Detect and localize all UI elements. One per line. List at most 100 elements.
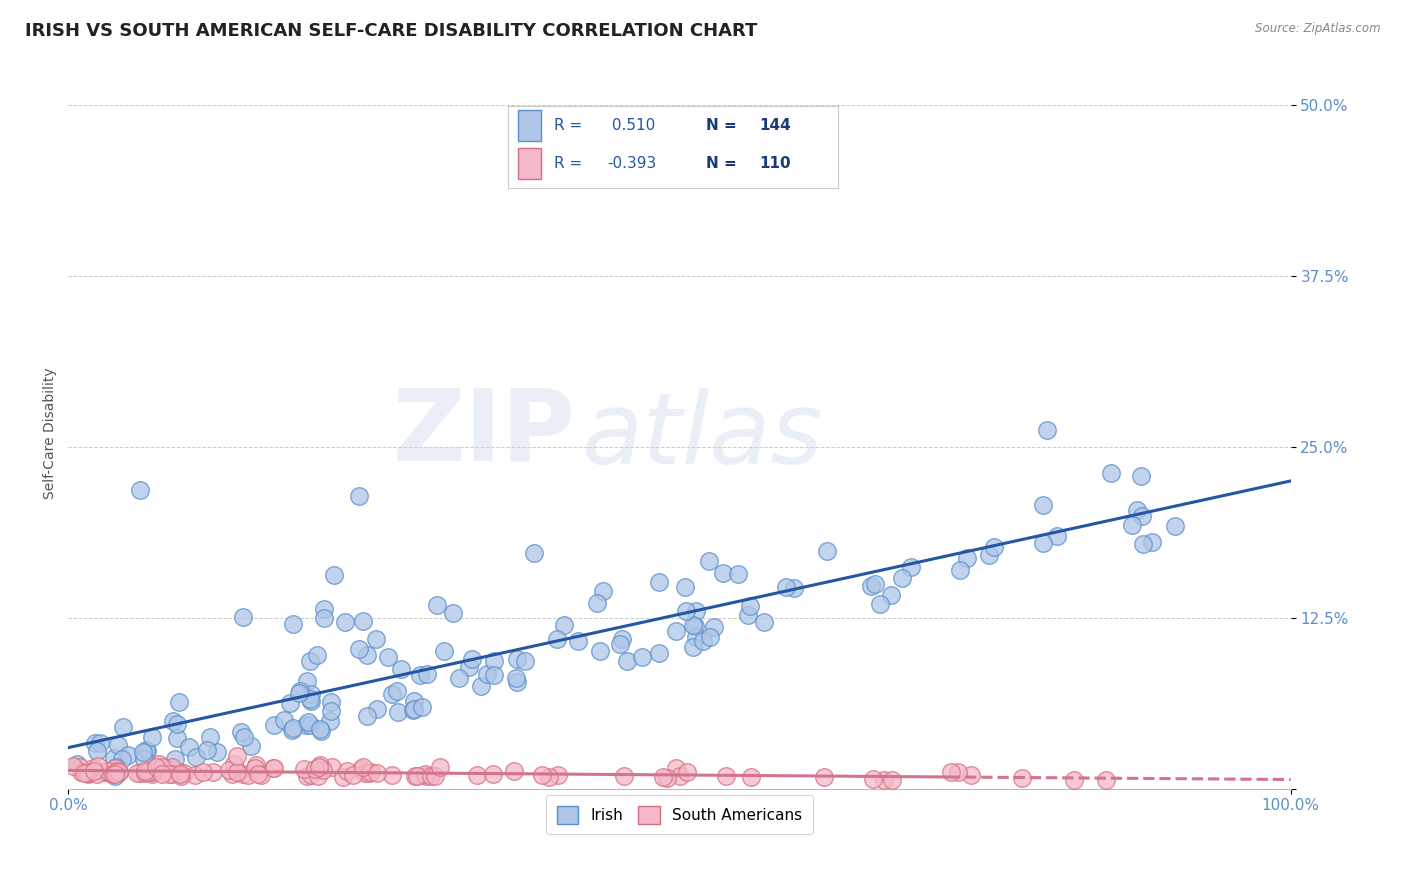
Point: [307, 769, 329, 783]
Point: [160, 767, 183, 781]
Point: [682, 640, 704, 654]
Point: [87, 759, 110, 773]
Point: [309, 723, 332, 738]
Point: [170, 768, 193, 782]
Point: [335, 615, 357, 630]
Point: [502, 764, 524, 779]
Point: [134, 743, 156, 757]
Point: [160, 760, 183, 774]
Point: [592, 584, 614, 599]
Point: [685, 604, 707, 618]
Point: [150, 766, 173, 780]
Point: [366, 765, 388, 780]
Point: [141, 764, 163, 779]
Point: [553, 618, 575, 632]
Point: [983, 540, 1005, 554]
Point: [238, 768, 260, 782]
Point: [401, 703, 423, 717]
Point: [531, 768, 554, 782]
Point: [655, 772, 678, 786]
Point: [321, 759, 343, 773]
Point: [475, 667, 498, 681]
Point: [609, 638, 631, 652]
Point: [411, 700, 433, 714]
Point: [513, 654, 536, 668]
Point: [169, 764, 191, 779]
Point: [166, 731, 188, 745]
Point: [82, 761, 104, 775]
Point: [347, 641, 370, 656]
Point: [305, 648, 328, 663]
Point: [648, 646, 671, 660]
Point: [198, 730, 221, 744]
Point: [465, 768, 488, 782]
Point: [752, 615, 775, 630]
Point: [173, 765, 195, 780]
Point: [567, 634, 589, 648]
Point: [699, 630, 721, 644]
Point: [301, 768, 323, 782]
Point: [107, 738, 129, 752]
Point: [218, 764, 240, 778]
Point: [389, 663, 412, 677]
Point: [167, 695, 190, 709]
Point: [354, 765, 377, 780]
Point: [104, 766, 127, 780]
Point: [547, 767, 569, 781]
Legend: Irish, South Americans: Irish, South Americans: [546, 795, 813, 834]
Point: [481, 767, 503, 781]
Point: [96, 765, 118, 780]
Point: [240, 739, 263, 753]
Point: [423, 768, 446, 782]
Point: [157, 762, 180, 776]
Text: ZIP: ZIP: [392, 384, 575, 482]
Point: [319, 714, 342, 728]
Point: [299, 654, 322, 668]
Point: [356, 648, 378, 662]
Point: [366, 702, 388, 716]
Point: [377, 650, 399, 665]
Point: [939, 765, 962, 780]
Point: [294, 718, 316, 732]
Point: [506, 675, 529, 690]
Point: [246, 767, 269, 781]
Point: [352, 614, 374, 628]
Point: [648, 575, 671, 590]
Point: [506, 651, 529, 665]
Point: [184, 768, 207, 782]
Point: [775, 581, 797, 595]
Point: [136, 764, 159, 779]
Point: [381, 768, 404, 782]
Point: [70, 765, 93, 780]
Point: [1099, 466, 1122, 480]
Point: [221, 767, 243, 781]
Point: [350, 762, 373, 776]
Point: [336, 764, 359, 778]
Point: [245, 757, 267, 772]
Point: [523, 546, 546, 560]
Point: [505, 671, 527, 685]
Point: [416, 667, 439, 681]
Point: [869, 597, 891, 611]
Point: [288, 684, 311, 698]
Point: [105, 760, 128, 774]
Point: [263, 718, 285, 732]
Point: [128, 483, 150, 497]
Point: [676, 764, 699, 779]
Point: [312, 611, 335, 625]
Point: [89, 736, 111, 750]
Point: [1126, 503, 1149, 517]
Point: [101, 767, 124, 781]
Point: [880, 588, 903, 602]
Point: [76, 765, 98, 780]
Point: [1046, 529, 1069, 543]
Point: [461, 652, 484, 666]
Point: [321, 704, 343, 718]
Point: [98, 764, 121, 779]
Point: [860, 579, 883, 593]
Point: [166, 717, 188, 731]
Point: [304, 762, 326, 776]
Point: [104, 769, 127, 783]
Point: [783, 581, 806, 595]
Point: [668, 769, 690, 783]
